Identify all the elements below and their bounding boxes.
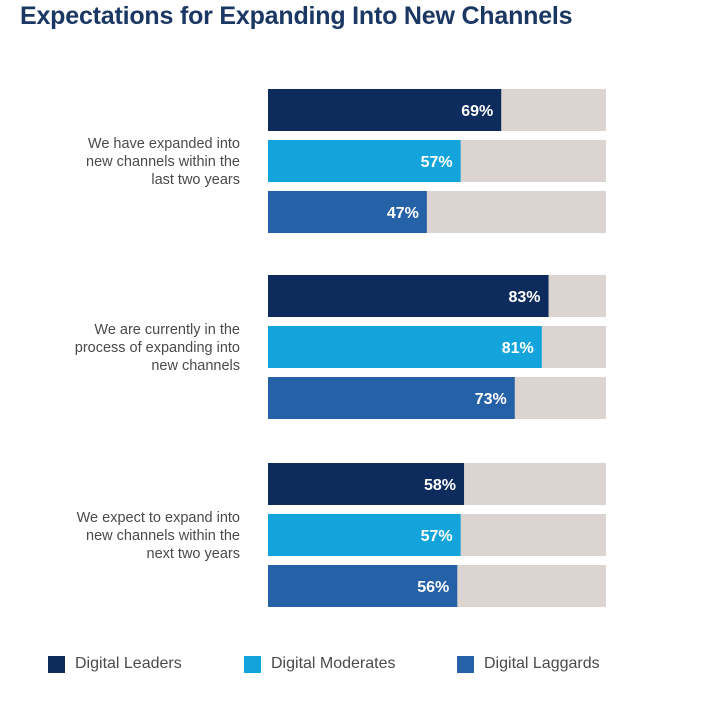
- bar: [268, 463, 465, 505]
- legend-item-moderates: Digital Moderates: [244, 655, 396, 673]
- category-label: We are currently in the process of expand…: [75, 322, 240, 374]
- legend-label-leaders: Digital Leaders: [75, 655, 182, 672]
- legend: Digital Leaders Digital Moderates Digita…: [0, 655, 728, 677]
- bar-value-label: 83%: [509, 289, 541, 306]
- bar: [268, 140, 461, 182]
- category-label: We have expanded into new channels within…: [86, 136, 240, 188]
- bar-value-label: 81%: [502, 340, 534, 357]
- bar-value-label: 73%: [475, 391, 507, 408]
- legend-swatch-laggards: [457, 655, 474, 673]
- bar: [268, 326, 542, 368]
- bar-value-label: 58%: [424, 477, 456, 494]
- legend-item-leaders: Digital Leaders: [48, 655, 182, 673]
- bar: [268, 89, 502, 131]
- bar-value-label: 47%: [387, 205, 419, 222]
- bar: [268, 275, 549, 317]
- bar: [268, 191, 427, 233]
- legend-label-moderates: Digital Moderates: [271, 655, 396, 672]
- bar-value-label: 56%: [417, 579, 449, 596]
- bar-value-label: 69%: [461, 103, 493, 120]
- bar: [268, 377, 515, 419]
- legend-label-laggards: Digital Laggards: [484, 655, 600, 672]
- bar-value-label: 57%: [421, 528, 453, 545]
- bar-value-label: 57%: [421, 154, 453, 171]
- bar: [268, 514, 461, 556]
- bar: [268, 565, 458, 607]
- bar-chart: We have expanded into new channels within…: [75, 89, 606, 607]
- category-label: We expect to expand into new channels wit…: [77, 510, 240, 562]
- legend-swatch-leaders: [48, 655, 65, 673]
- legend-swatch-moderates: [244, 655, 261, 673]
- legend-item-laggards: Digital Laggards: [457, 655, 600, 673]
- chart-title: Expectations for Expanding Into New Chan…: [20, 2, 573, 30]
